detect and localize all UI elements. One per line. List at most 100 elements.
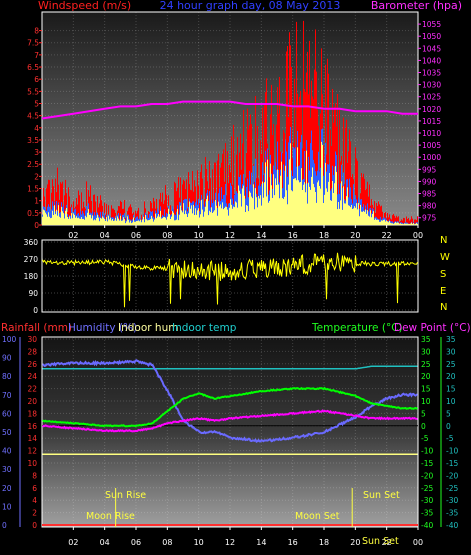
dew-point-title: Dew Point (°C) [394, 322, 471, 334]
barometer-tick-label: 1010 [422, 129, 441, 138]
barometer-axis-title: Barometer (hpa) [371, 0, 462, 12]
humidity-tick-label: 50 [2, 428, 12, 437]
wind-tick-label: 5.5 [27, 87, 39, 96]
indoor-hum-title: Indoor hum [118, 322, 178, 334]
time-tick-label: 10 [194, 538, 204, 547]
time-tick-label: 08 [162, 538, 172, 547]
direction-tick-label: 270 [24, 255, 39, 264]
temperature-tick-label: -25 [421, 484, 433, 493]
indoor-temp-title: Indoor temp [172, 322, 237, 334]
dew-point-tick-label: -25 [446, 484, 458, 493]
dew-point-tick-label: -35 [446, 509, 458, 518]
time-tick-label: 00 [413, 231, 423, 240]
humidity-tick-label: 90 [2, 354, 12, 363]
dew-point-tick-label: 20 [446, 372, 456, 381]
humidity-tick-label: 100 [2, 335, 17, 344]
barometer-tick-label: 1000 [422, 153, 441, 162]
wind-tick-label: 7.5 [27, 39, 39, 48]
direction-axis: 360 270 180 90 0 [24, 238, 39, 315]
time-tick-label: 06 [131, 538, 141, 547]
time-tick-label: 16 [288, 538, 298, 547]
rainfall-tick-label: 2 [32, 509, 37, 518]
time-tick-label: 14 [256, 538, 266, 547]
wind-tick-label: 1 [34, 197, 39, 206]
rainfall-tick-label: 28 [27, 347, 37, 356]
dew-point-tick-label: 25 [446, 360, 456, 369]
rainfall-tick-label: 4 [32, 496, 37, 505]
humidity-tick-label: 70 [2, 391, 12, 400]
moon-set-label: Moon Set [295, 511, 340, 522]
dew-point-tick-label: 30 [446, 347, 456, 356]
dew-point-tick-label: -5 [446, 434, 454, 443]
humidity-tick-label: 60 [2, 409, 12, 418]
moon-rise-label: Moon Rise [86, 511, 135, 522]
temperature-tick-label: -35 [421, 509, 433, 518]
direction-line [42, 252, 418, 308]
chart-title: 24 hour graph day, 08 May 2013 [160, 0, 341, 12]
indoor-temp-line [42, 365, 418, 370]
wind-tick-label: 4 [34, 124, 39, 133]
rainfall-tick-label: 24 [27, 372, 37, 381]
barometer-tick-label: 1045 [422, 44, 441, 53]
dew-point-tick-label: 10 [446, 397, 456, 406]
humidity-axis: 0 10 20 30 40 50 60 70 80 90 100 [2, 335, 21, 530]
dew-point-tick-label: -30 [446, 496, 458, 505]
x-axis-bottom: 02 04 06 08 10 12 14 16 18 20 22 00 [68, 527, 423, 547]
direction-tick-label: 90 [28, 289, 38, 298]
dew-point-tick-label: -20 [446, 471, 458, 480]
barometer-tick-label: 1035 [422, 69, 441, 78]
rainfall-tick-label: 18 [27, 409, 37, 418]
rainfall-tick-label: 22 [27, 385, 37, 394]
sun-set-label: Sun Set [363, 490, 400, 501]
humidity-tick-label: 80 [2, 372, 12, 381]
time-tick-label: 02 [68, 231, 78, 240]
time-tick-label: 20 [350, 231, 360, 240]
sun-rise-label: Sun Rise [105, 490, 146, 501]
wind-tick-label: 1.5 [27, 185, 39, 194]
temperature-tick-label: 5 [421, 409, 426, 418]
climate-panel [41, 336, 419, 528]
wind-tick-label: 8 [34, 27, 39, 36]
sun-set-label-2: Sun Set [362, 536, 399, 547]
temperature-tick-label: -30 [421, 496, 433, 505]
barometer-line [41, 100, 418, 120]
wind-tick-label: 6 [34, 75, 39, 84]
wind-tick-label: 4.5 [27, 112, 39, 121]
barometer-tick-label: 985 [422, 190, 437, 199]
time-tick-label: 10 [194, 231, 204, 240]
dew-point-tick-label: 35 [446, 335, 456, 344]
dew-point-tick-label: 15 [446, 385, 456, 394]
time-tick-label: 12 [225, 538, 235, 547]
barometer-tick-label: 1025 [422, 93, 441, 102]
temperature-tick-label: 25 [421, 360, 431, 369]
rainfall-tick-label: 8 [32, 471, 37, 480]
compass-letter: W [440, 252, 450, 263]
temperature-tick-label: 35 [421, 335, 431, 344]
wind-tick-label: 6.5 [27, 63, 39, 72]
rainfall-tick-label: 12 [27, 447, 37, 456]
barometer-tick-label: 1005 [422, 141, 441, 150]
time-tick-label: 22 [382, 231, 392, 240]
time-tick-label: 12 [225, 231, 235, 240]
time-tick-label: 06 [131, 231, 141, 240]
rainfall-tick-label: 20 [27, 397, 37, 406]
compass-letter: N [440, 302, 447, 313]
time-tick-label: 04 [100, 231, 110, 240]
temperature-tick-label: -20 [421, 471, 433, 480]
barometer-tick-label: 1055 [422, 20, 441, 29]
dew-point-tick-label: 5 [446, 409, 451, 418]
wind-tick-label: 2 [34, 172, 39, 181]
rainfall-tick-label: 0 [32, 521, 37, 530]
time-tick-label: 04 [100, 538, 110, 547]
direction-panel [41, 239, 419, 313]
time-tick-label: 16 [288, 231, 298, 240]
compass-letter: S [440, 269, 446, 280]
temperature-tick-label: 10 [421, 397, 431, 406]
time-tick-label: 08 [162, 231, 172, 240]
temperature-tick-label: -5 [421, 434, 429, 443]
wind-axis-title: Windspeed (m/s) [38, 0, 131, 12]
dew-point-tick-label: -10 [446, 447, 458, 456]
